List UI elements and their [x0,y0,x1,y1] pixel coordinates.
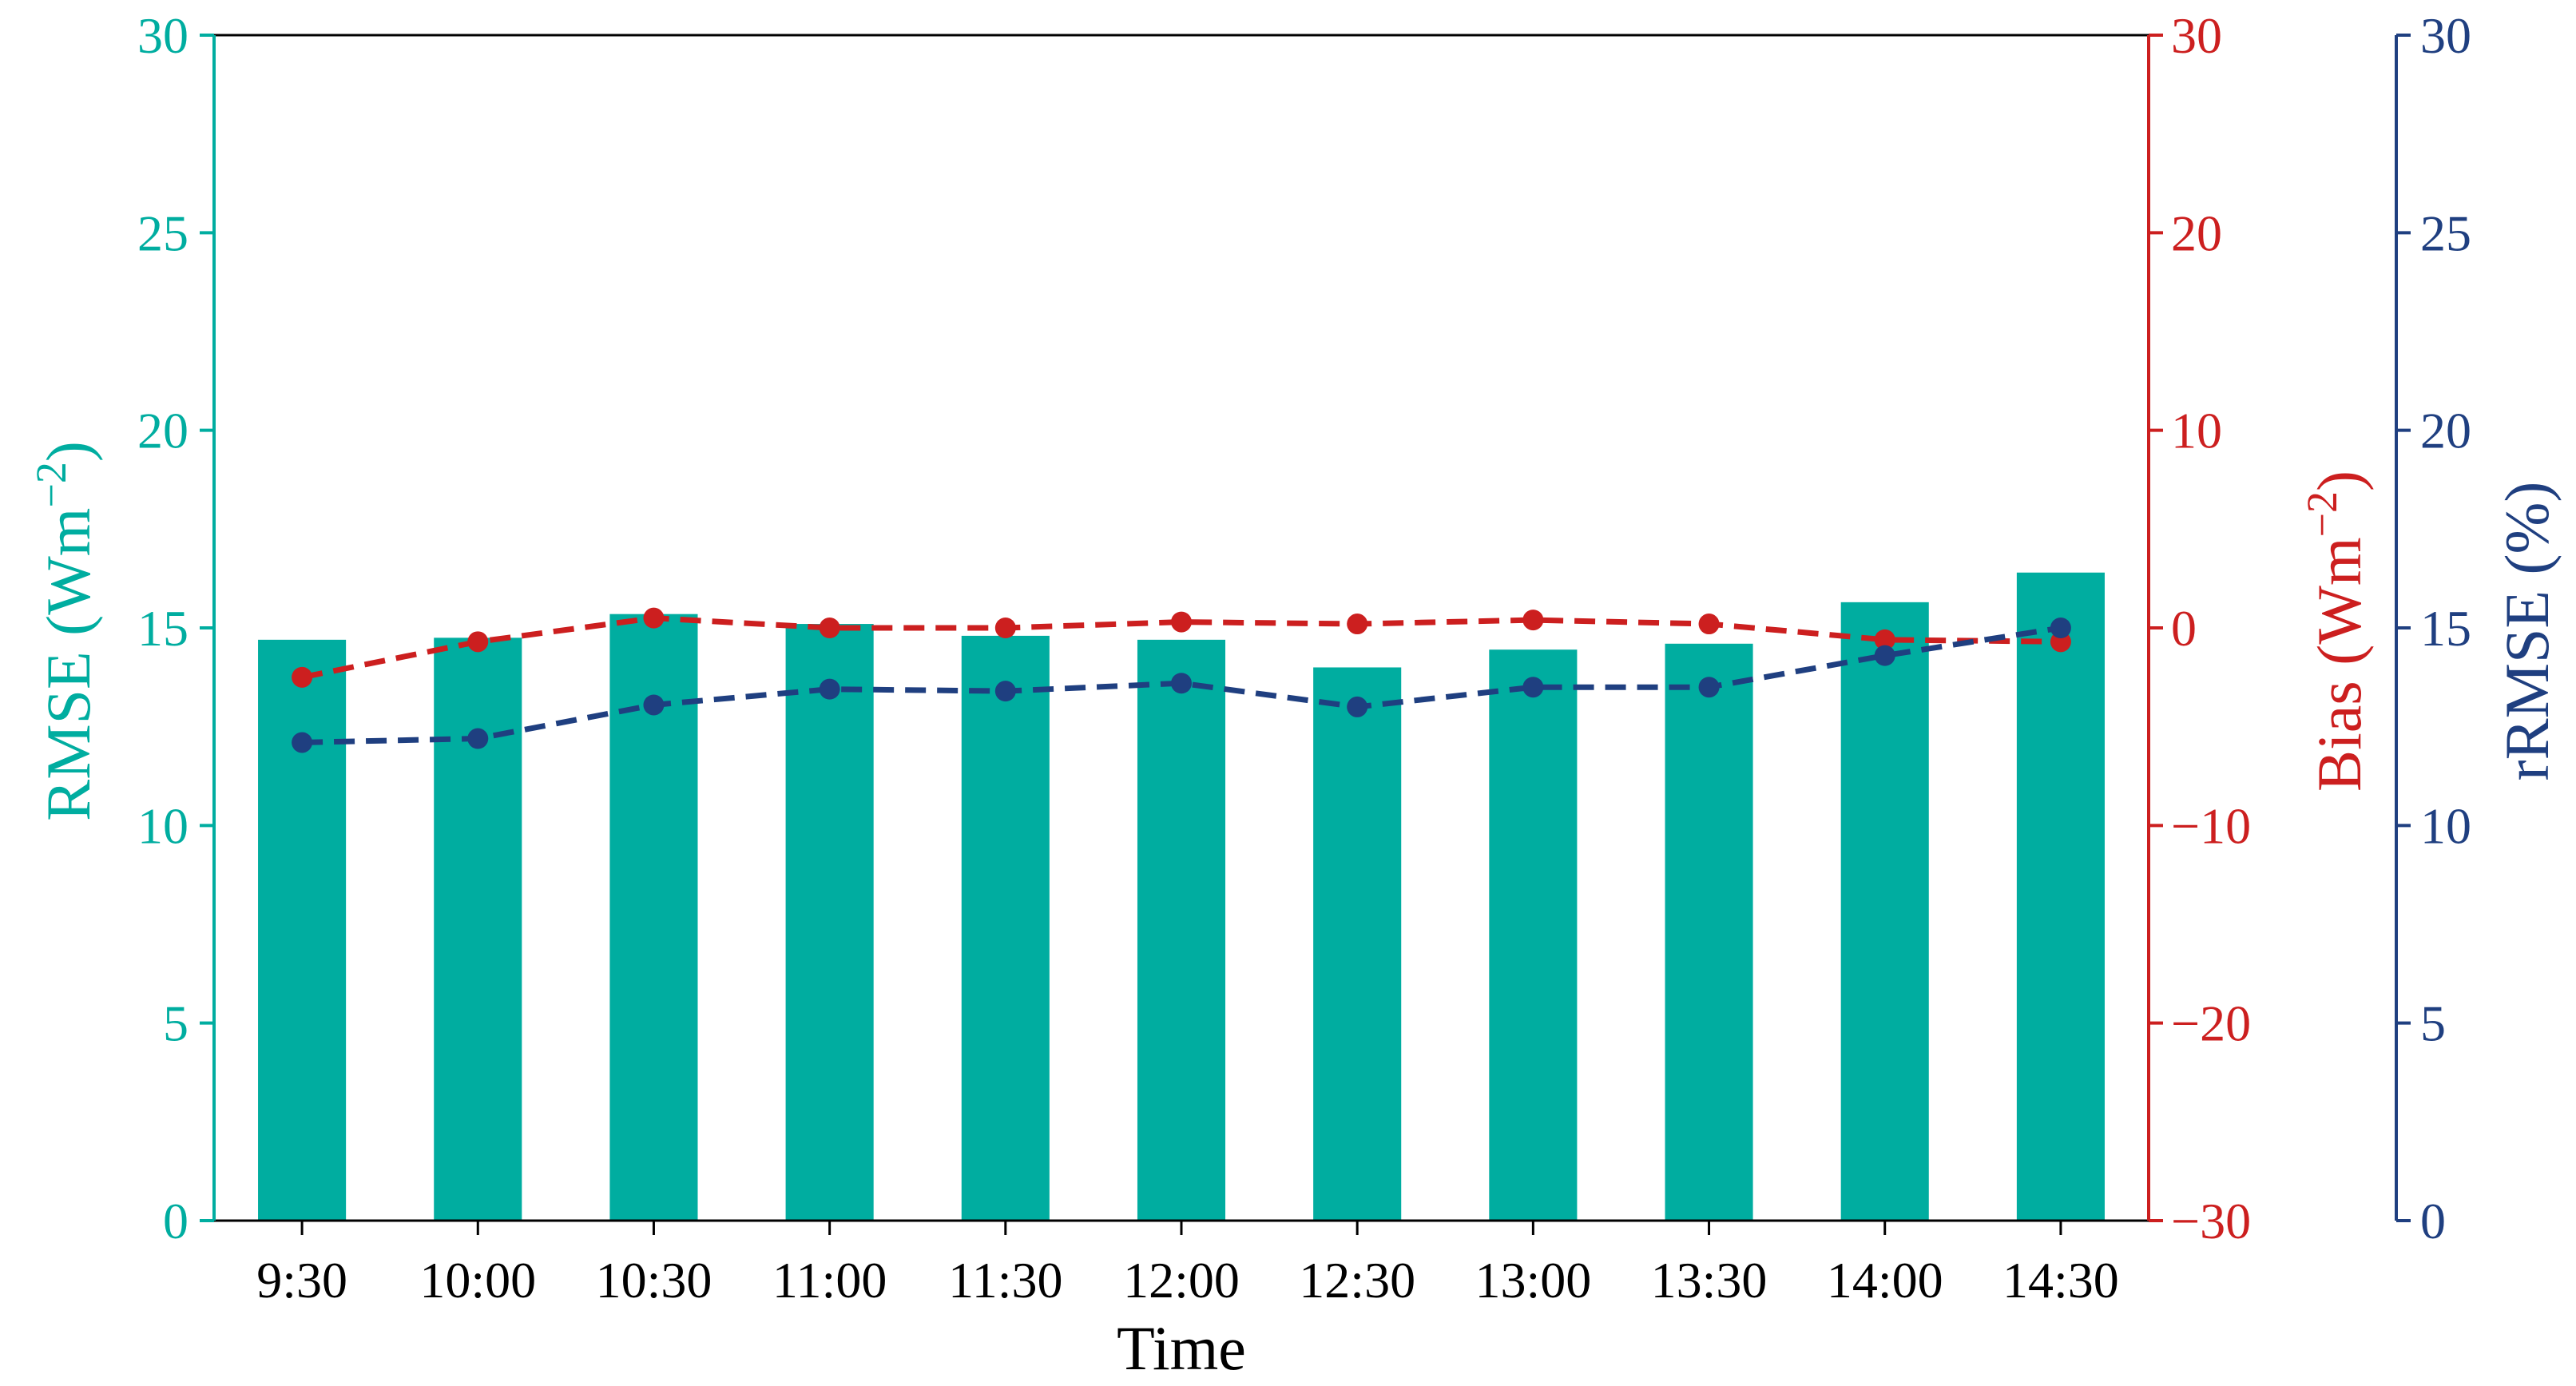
x-tick-label: 12:30 [1299,1252,1415,1309]
left-tick-label: 10 [137,797,189,854]
left-axis-title: RMSE (Wm−2) [27,441,103,821]
bias-tick-label: −30 [2171,1193,2251,1249]
point-rrmse [994,681,1016,702]
left-axis-title-superscript: −2 [27,462,75,507]
point-rrmse [292,732,313,753]
point-bias [1698,614,1720,635]
x-axis-title: Time [1117,1313,1246,1383]
x-tick-label: 14:00 [1827,1252,1943,1309]
bar-rmse [1313,667,1402,1221]
left-tick-label: 0 [163,1193,189,1249]
left-axis-title-main: RMSE (Wm [34,508,103,821]
point-bias [1874,629,1895,650]
point-bias [819,618,840,638]
rrmse-tick-label: 20 [2420,403,2471,459]
bias-axis-title-main: Bias (Wm [2304,538,2374,792]
x-tick-label: 12:00 [1123,1252,1240,1309]
bar-rmse [1137,639,1226,1221]
x-tick-label: 14:30 [2002,1252,2119,1309]
x-tick-label: 13:00 [1475,1252,1591,1309]
x-tick-label: 10:00 [419,1252,536,1309]
point-rrmse [1347,696,1368,717]
point-rrmse [467,728,489,749]
left-tick-label: 15 [137,600,189,657]
bias-axis-title: Bias (Wm−2) [2298,471,2374,792]
bias-axis-title-superscript: −2 [2298,491,2346,537]
point-rrmse [1874,645,1895,666]
bar-rmse [785,624,874,1221]
left-tick-label: 30 [137,7,189,64]
bias-tick-label: 30 [2171,7,2222,64]
bar-rmse [1665,643,1753,1221]
left-tick-label: 25 [137,205,189,261]
point-bias [994,618,1016,638]
bar-rmse [434,637,522,1221]
point-bias [1171,611,1192,633]
point-rrmse [819,678,840,700]
left-axis-title-close: ) [34,441,103,462]
left-tick-label: 5 [163,995,189,1052]
rrmse-axis-title: rRMSE (%) [2492,482,2562,781]
x-tick-label: 11:00 [772,1252,887,1309]
rrmse-tick-label: 0 [2420,1193,2446,1249]
point-bias [467,631,489,653]
bar-rmse [258,639,347,1221]
point-rrmse [1171,673,1192,694]
left-tick-label: 20 [137,403,189,459]
bar-rmse [1840,602,1929,1221]
rrmse-axis-title-main: rRMSE (%) [2492,482,2562,781]
point-rrmse [1522,677,1544,698]
line-rrmse [302,625,2062,745]
point-rrmse [643,694,665,716]
point-bias [1347,614,1368,635]
rrmse-tick-label: 5 [2420,995,2446,1052]
rrmse-tick-label: 25 [2420,205,2471,261]
rrmse-tick-label: 10 [2420,797,2471,854]
bar-rmse [961,635,1050,1221]
point-rrmse [1698,677,1720,698]
point-bias [1522,610,1544,631]
rrmse-tick-label: 30 [2420,7,2471,64]
bias-tick-label: −20 [2171,995,2251,1052]
point-bias [292,666,313,688]
point-rrmse [2050,618,2071,638]
bar-rmse [1489,649,1578,1221]
bias-tick-label: 0 [2171,600,2197,657]
bias-tick-label: 10 [2171,403,2222,459]
x-tick-label: 13:30 [1651,1252,1768,1309]
bar-rmse [2016,572,2105,1221]
x-tick-label: 10:30 [596,1252,712,1309]
point-bias [643,607,665,629]
x-tick-label: 9:30 [256,1252,347,1309]
bias-tick-label: −10 [2171,797,2251,854]
x-tick-label: 11:30 [948,1252,1062,1309]
line-bias [301,615,2061,681]
rrmse-tick-label: 15 [2420,600,2471,657]
bias-tick-label: 20 [2171,205,2222,261]
bias-axis-title-close: ) [2304,471,2374,491]
